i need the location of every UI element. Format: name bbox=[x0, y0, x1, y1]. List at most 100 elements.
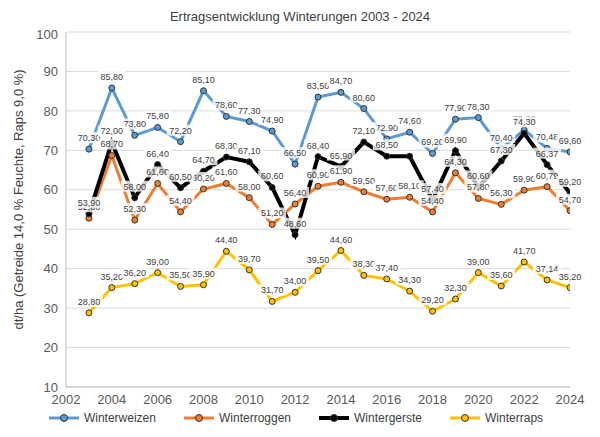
svg-text:57,40: 57,40 bbox=[421, 184, 444, 194]
svg-text:83,50: 83,50 bbox=[307, 81, 330, 91]
svg-text:80: 80 bbox=[44, 104, 58, 119]
svg-text:44,60: 44,60 bbox=[330, 235, 353, 245]
svg-text:2010: 2010 bbox=[235, 392, 264, 407]
svg-text:39,50: 39,50 bbox=[307, 255, 330, 265]
svg-text:58,10: 58,10 bbox=[398, 181, 421, 191]
svg-text:28,80: 28,80 bbox=[78, 297, 101, 307]
svg-text:10: 10 bbox=[44, 380, 58, 395]
svg-text:77,90: 77,90 bbox=[444, 103, 467, 113]
svg-text:70: 70 bbox=[44, 143, 58, 158]
svg-text:39,70: 39,70 bbox=[238, 254, 261, 264]
svg-text:72,90: 72,90 bbox=[375, 123, 398, 133]
svg-text:85,80: 85,80 bbox=[101, 72, 124, 82]
svg-text:70,40: 70,40 bbox=[490, 133, 513, 143]
svg-text:78,60: 78,60 bbox=[215, 100, 238, 110]
svg-text:57,60: 57,60 bbox=[375, 183, 398, 193]
svg-text:35,20: 35,20 bbox=[559, 272, 582, 282]
svg-text:56,40: 56,40 bbox=[284, 188, 307, 198]
svg-text:68,50: 68,50 bbox=[375, 140, 398, 150]
svg-text:70,30: 70,30 bbox=[78, 133, 101, 143]
svg-text:36,20: 36,20 bbox=[123, 268, 146, 278]
svg-text:68,40: 68,40 bbox=[307, 141, 330, 151]
svg-text:35,90: 35,90 bbox=[192, 269, 215, 279]
svg-text:64,30: 64,30 bbox=[444, 157, 467, 167]
svg-text:2014: 2014 bbox=[326, 392, 355, 407]
svg-text:2004: 2004 bbox=[97, 392, 126, 407]
svg-text:35,60: 35,60 bbox=[490, 270, 513, 280]
svg-text:30: 30 bbox=[44, 301, 58, 316]
svg-text:72,20: 72,20 bbox=[169, 126, 192, 136]
svg-text:61,90: 61,90 bbox=[330, 166, 353, 176]
svg-text:74,60: 74,60 bbox=[398, 116, 421, 126]
svg-text:38,30: 38,30 bbox=[353, 259, 376, 269]
svg-text:54,40: 54,40 bbox=[421, 196, 444, 206]
svg-text:59,20: 59,20 bbox=[559, 177, 582, 187]
svg-text:51,20: 51,20 bbox=[261, 208, 284, 218]
svg-text:66,50: 66,50 bbox=[284, 148, 307, 158]
svg-text:60,50: 60,50 bbox=[169, 172, 192, 182]
svg-text:60,60: 60,60 bbox=[261, 171, 284, 181]
svg-text:85,10: 85,10 bbox=[192, 75, 215, 85]
svg-text:59,90: 59,90 bbox=[513, 174, 536, 184]
svg-text:60,60: 60,60 bbox=[467, 171, 490, 181]
svg-text:70,48: 70,48 bbox=[536, 132, 559, 142]
svg-text:53,90: 53,90 bbox=[78, 198, 101, 208]
svg-text:2022: 2022 bbox=[510, 392, 539, 407]
svg-text:69,20: 69,20 bbox=[421, 137, 444, 147]
svg-text:48,60: 48,60 bbox=[284, 219, 307, 229]
svg-text:90: 90 bbox=[44, 64, 58, 79]
svg-text:60,20: 60,20 bbox=[192, 173, 215, 183]
svg-text:74,90: 74,90 bbox=[261, 115, 284, 125]
svg-text:75,80: 75,80 bbox=[146, 111, 169, 121]
svg-text:32,30: 32,30 bbox=[444, 283, 467, 293]
svg-text:2012: 2012 bbox=[281, 392, 310, 407]
svg-text:2018: 2018 bbox=[418, 392, 447, 407]
svg-text:2008: 2008 bbox=[189, 392, 218, 407]
svg-text:65,90: 65,90 bbox=[330, 151, 353, 161]
svg-text:100: 100 bbox=[36, 27, 58, 42]
svg-text:84,70: 84,70 bbox=[330, 76, 353, 86]
svg-text:72,10: 72,10 bbox=[353, 126, 376, 136]
svg-text:78,30: 78,30 bbox=[467, 102, 490, 112]
svg-text:61,60: 61,60 bbox=[215, 167, 238, 177]
svg-text:41,70: 41,70 bbox=[513, 246, 536, 256]
svg-text:dt/ha (Getreide 14,0 % Feuchte: dt/ha (Getreide 14,0 % Feuchte, Raps 9,0… bbox=[11, 69, 26, 329]
svg-text:2016: 2016 bbox=[372, 392, 401, 407]
svg-text:39,00: 39,00 bbox=[146, 257, 169, 267]
svg-text:54,40: 54,40 bbox=[169, 196, 192, 206]
svg-text:20: 20 bbox=[44, 340, 58, 355]
svg-text:80,60: 80,60 bbox=[353, 93, 376, 103]
svg-text:40: 40 bbox=[44, 261, 58, 276]
svg-text:29,20: 29,20 bbox=[421, 295, 444, 305]
svg-text:58,00: 58,00 bbox=[123, 182, 146, 192]
svg-text:68,70: 68,70 bbox=[101, 139, 124, 149]
svg-text:56,30: 56,30 bbox=[490, 188, 513, 198]
svg-text:31,70: 31,70 bbox=[261, 285, 284, 295]
svg-text:44,40: 44,40 bbox=[215, 235, 238, 245]
svg-text:67,30: 67,30 bbox=[490, 145, 513, 155]
svg-text:2006: 2006 bbox=[143, 392, 172, 407]
svg-text:73,80: 73,80 bbox=[123, 119, 146, 129]
svg-text:61,60: 61,60 bbox=[146, 167, 169, 177]
svg-text:34,30: 34,30 bbox=[398, 275, 421, 285]
svg-text:66,40: 66,40 bbox=[146, 149, 169, 159]
svg-text:72,00: 72,00 bbox=[101, 126, 124, 136]
svg-text:77,30: 77,30 bbox=[238, 106, 261, 116]
svg-text:52,30: 52,30 bbox=[123, 204, 146, 214]
svg-text:74,30: 74,30 bbox=[513, 117, 536, 127]
svg-text:50: 50 bbox=[44, 222, 58, 237]
svg-text:57,80: 57,80 bbox=[467, 182, 490, 192]
svg-text:54,70: 54,70 bbox=[559, 195, 582, 205]
svg-text:34,00: 34,00 bbox=[284, 276, 307, 286]
svg-text:69,90: 69,90 bbox=[444, 135, 467, 145]
svg-text:60,79: 60,79 bbox=[536, 171, 559, 181]
svg-text:2020: 2020 bbox=[464, 392, 493, 407]
svg-text:35,20: 35,20 bbox=[101, 272, 124, 282]
svg-text:37,14: 37,14 bbox=[536, 264, 559, 274]
svg-text:64,70: 64,70 bbox=[192, 155, 215, 165]
svg-text:67,10: 67,10 bbox=[238, 146, 261, 156]
svg-text:59,50: 59,50 bbox=[353, 176, 376, 186]
svg-text:66,37: 66,37 bbox=[536, 149, 559, 159]
svg-text:68,30: 68,30 bbox=[215, 141, 238, 151]
svg-text:2024: 2024 bbox=[556, 392, 585, 407]
